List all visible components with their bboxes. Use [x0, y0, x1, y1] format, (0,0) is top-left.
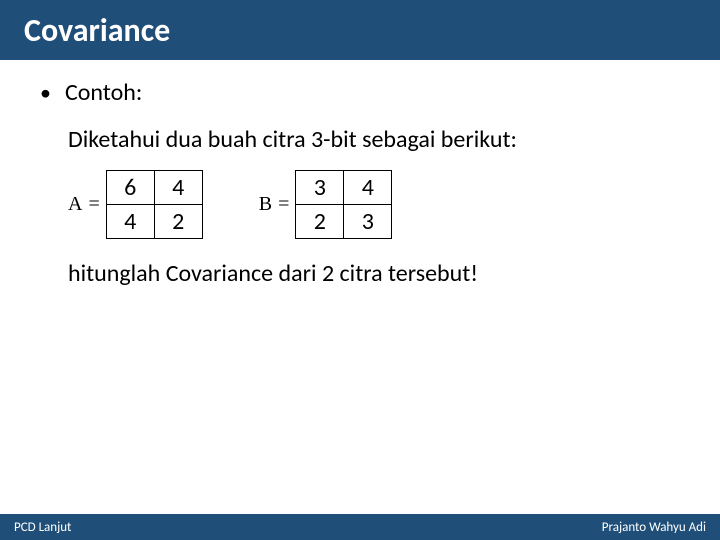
footer-right-text: Prajanto Wahyu Adi — [602, 520, 706, 535]
matrix-b-label: B — [259, 193, 272, 216]
matrix-cell: 4 — [344, 171, 392, 205]
table-row: 6 4 — [106, 171, 202, 205]
matrix-b-equals: = — [278, 193, 289, 216]
table-row: 3 4 — [296, 171, 392, 205]
slide-title: Covariance — [24, 11, 170, 50]
matrix-cell: 4 — [154, 171, 202, 205]
matrix-cell: 2 — [154, 205, 202, 239]
table-row: 2 3 — [296, 205, 392, 239]
question-text: hitunglah Covariance dari 2 citra terseb… — [68, 259, 680, 288]
matrix-cell: 2 — [296, 205, 344, 239]
matrix-cell: 3 — [296, 171, 344, 205]
bullet-line: • Contoh: — [40, 78, 680, 107]
matrix-a-block: A = 6 4 4 2 — [68, 170, 203, 239]
matrix-cell: 6 — [106, 171, 154, 205]
matrix-cell: 3 — [344, 205, 392, 239]
matrix-b-block: B = 3 4 2 3 — [259, 170, 393, 239]
bullet-marker: • — [40, 82, 51, 104]
table-row: 4 2 — [106, 205, 202, 239]
slide-header: Covariance — [0, 0, 720, 60]
matrix-a-equals: = — [88, 193, 99, 216]
slide-footer: PCD Lanjut Prajanto Wahyu Adi — [0, 514, 720, 540]
statement-text: Diketahui dua buah citra 3-bit sebagai b… — [68, 125, 680, 154]
matrices-row: A = 6 4 4 2 B = 3 4 — [68, 170, 680, 239]
matrix-b-table: 3 4 2 3 — [295, 170, 392, 239]
slide-content: • Contoh: Diketahui dua buah citra 3-bit… — [0, 60, 720, 288]
matrix-cell: 4 — [106, 205, 154, 239]
example-label: Contoh: — [65, 78, 142, 107]
footer-left-text: PCD Lanjut — [14, 520, 71, 535]
matrix-a-table: 6 4 4 2 — [106, 170, 203, 239]
matrix-a-label: A — [68, 193, 82, 216]
